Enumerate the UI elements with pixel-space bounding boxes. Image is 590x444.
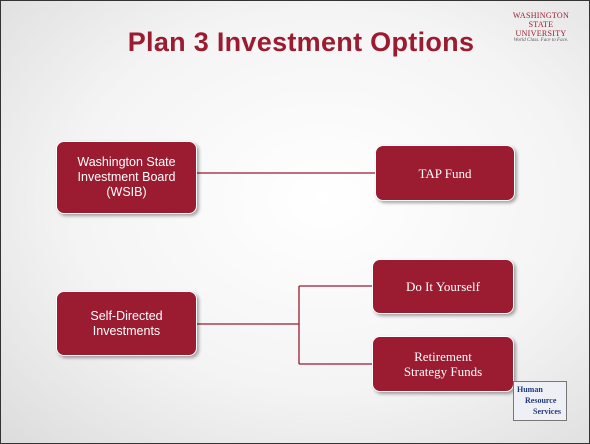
- node-label: TAP Fund: [418, 165, 472, 181]
- node-label: Investments: [92, 323, 161, 338]
- hrs-logo: Human Resource Services: [513, 381, 567, 421]
- node-label: Strategy Funds: [403, 364, 483, 379]
- slide-title: Plan 3 Investment Options: [127, 27, 475, 57]
- hrs-line: Resource: [525, 396, 557, 405]
- node-label: Self-Directed: [90, 308, 163, 323]
- node: Washington State Investment Board (WSIB): [56, 141, 197, 214]
- node-label: Washington State: [77, 155, 176, 169]
- node-label: Do It Yourself: [405, 279, 481, 294]
- node-label: Investment Board: [77, 170, 176, 184]
- logo-tagline: World Class. Face to Face.: [513, 38, 569, 43]
- node: TAP Fund: [375, 145, 515, 201]
- hrs-line: Services: [533, 407, 561, 416]
- hrs-line: Human: [517, 385, 543, 394]
- node: Do It Yourself: [372, 259, 514, 314]
- logo-line: WASHINGTON STATE: [512, 11, 570, 29]
- node-label: (WSIB): [106, 185, 147, 199]
- node-label: Retirement: [414, 349, 472, 364]
- node: Retirement Strategy Funds: [372, 336, 514, 392]
- wsu-logo: WASHINGTON STATE UNIVERSITY World Class.…: [501, 11, 581, 43]
- logo-line: UNIVERSITY: [515, 29, 567, 38]
- node: Self-Directed Investments: [56, 291, 197, 356]
